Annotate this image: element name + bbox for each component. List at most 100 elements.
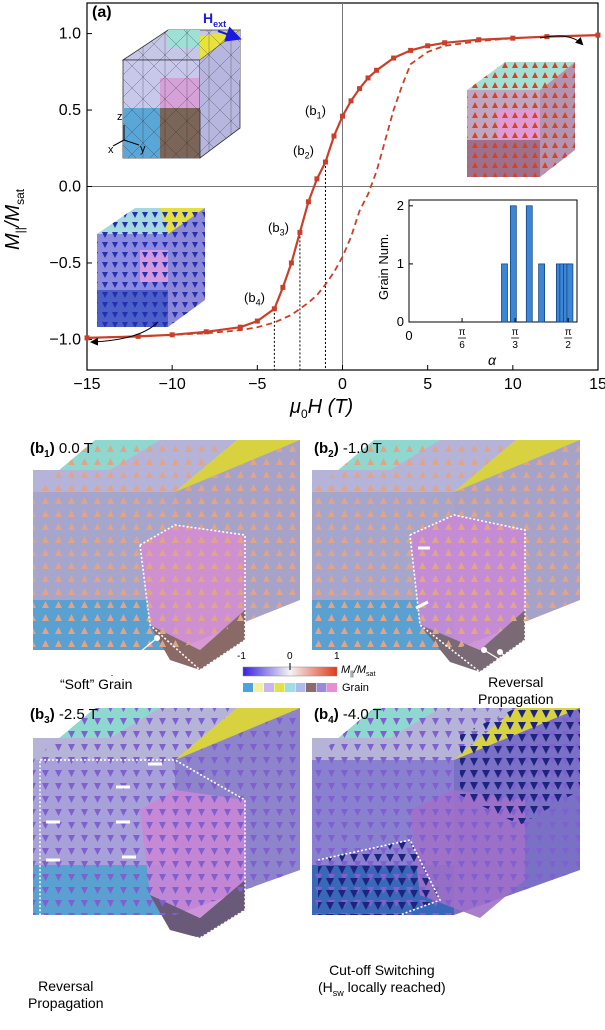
data-marker <box>476 37 482 43</box>
inset-x-tick-label: 0 <box>405 328 412 343</box>
grain-swatch <box>274 683 285 692</box>
colorbar-tick-mid: 0 <box>287 651 293 662</box>
y-tick-label: −0.5 <box>49 255 81 272</box>
y-axis-ticks: −1.0 −0.5 0.0 0.5 1.0 <box>49 26 92 348</box>
zero-lines <box>87 3 598 370</box>
colorbar-tick-max: 1 <box>334 651 340 662</box>
subpanel-b3-title: (b3) -2.5 T <box>30 706 98 726</box>
x-axis-ticks: −15 −10 −5 0 5 10 15 <box>73 365 605 393</box>
guide-lines <box>273 162 326 370</box>
data-marker <box>331 133 337 139</box>
inset-x-tick-num: π <box>565 327 572 338</box>
grain-swatch <box>306 683 316 692</box>
histogram-bars <box>501 205 574 323</box>
grain-swatch <box>243 683 253 692</box>
soft-grain-label: “Soft” Grain <box>60 676 133 692</box>
grain-histogram-inset: 0 1 2 0 π 6 π 3 π 2 <box>397 198 578 351</box>
grain-legend-label: Grain <box>342 682 369 694</box>
data-marker <box>271 306 277 312</box>
y-tick-label: 0.0 <box>59 179 81 196</box>
cube-b2 <box>312 440 580 673</box>
y-tick-label: −1.0 <box>49 331 81 348</box>
field-label: Hext <box>203 10 227 29</box>
histogram-bar <box>509 205 517 323</box>
colorbar-label: M||/Msat <box>341 664 376 679</box>
axis-x-label: x <box>108 144 114 156</box>
grain-swatch <box>316 683 327 692</box>
data-marker <box>340 113 345 119</box>
x-tick-label: 10 <box>504 376 522 393</box>
mesh-cube-illustration <box>112 26 242 159</box>
y-tick-label: 0.5 <box>59 102 81 119</box>
histogram-ticks: 0 1 2 0 π 6 π 3 π 2 <box>397 198 573 351</box>
grain-swatch <box>264 683 274 692</box>
grain-color-swatches <box>243 683 337 692</box>
cube-b1 <box>33 440 300 672</box>
grain-swatch <box>327 683 337 692</box>
x-axis-label: μ0H (T) <box>290 396 354 421</box>
arrow-to-top-cube <box>539 35 584 46</box>
data-marker <box>425 43 431 49</box>
magnetization-colorbar <box>242 663 338 677</box>
axis-z-label: z <box>117 111 123 123</box>
descending-branch-dashed <box>86 34 599 339</box>
axis-y-label: y <box>140 143 146 155</box>
reversal-propagation-label-b3: Reversal Propagation <box>28 978 104 1011</box>
curve-label-b3: (b3) <box>268 220 289 238</box>
panel-a-plot: −1.0−0.50.00.51.0 −15 −10 −5 0 5 10 15 <box>49 2 605 393</box>
data-marker <box>408 47 414 53</box>
cube-b4 <box>312 708 580 918</box>
y-axis-label: M||/Msat <box>2 188 27 250</box>
colorbar-tick-min: -1 <box>237 651 246 662</box>
reversal-propagation-label-b2: Reversal Propagation <box>478 674 554 707</box>
data-marker <box>510 35 516 41</box>
data-marker <box>391 55 397 61</box>
saturated-cube-illustration <box>467 62 575 177</box>
cutoff-switching-label: Cut-off Switching (Hsw locally reached) <box>318 962 446 998</box>
subpanel-b2-title: (b2) -1.0 T <box>314 440 382 460</box>
inset-x-tick-den: 2 <box>565 340 571 351</box>
annotation-leaders <box>37 635 525 976</box>
inset-x-label: α <box>488 352 496 368</box>
curve-label-b1: (b1) <box>305 103 326 121</box>
histogram-bar <box>538 263 545 323</box>
cube-b3 <box>33 708 300 939</box>
data-marker <box>322 159 328 165</box>
reversal-arrows <box>46 546 430 862</box>
inset-y-tick-label: 2 <box>397 198 404 213</box>
histogram-bar <box>501 263 508 323</box>
subpanel-b4-title: (b4) -4.0 T <box>314 706 382 726</box>
data-marker <box>357 86 363 92</box>
panel-a-label: (a) <box>92 4 112 21</box>
arrow-to-bottom-cube <box>90 321 159 346</box>
histogram-bar <box>525 205 533 323</box>
data-marker <box>348 98 354 104</box>
data-marker <box>297 229 303 235</box>
inset-x-tick-den: 3 <box>512 340 518 351</box>
y-tick-label: 1.0 <box>59 26 81 43</box>
inset-x-tick-num: π <box>459 327 466 338</box>
x-tick-label: 0 <box>338 376 347 393</box>
data-marker <box>305 199 311 205</box>
inset-y-label: Grain Num. <box>376 233 391 300</box>
grain-swatch <box>285 683 295 692</box>
inset-y-tick-label: 1 <box>397 256 404 271</box>
data-marker <box>254 318 260 324</box>
subpanel-b1-title: (b1) 0.0 T <box>30 440 93 460</box>
negative-saturated-cube-illustration <box>97 208 205 327</box>
data-marker <box>365 75 371 81</box>
histogram-bar <box>566 263 574 323</box>
grain-swatch <box>295 683 306 692</box>
x-tick-label: 15 <box>589 376 605 393</box>
data-marker <box>203 329 209 335</box>
data-marker <box>280 284 286 290</box>
x-tick-label: −10 <box>159 376 186 393</box>
data-marker <box>442 40 448 46</box>
x-tick-label: −5 <box>248 376 266 393</box>
inset-x-tick-den: 6 <box>459 340 465 351</box>
curve-label-b4: (b4) <box>244 290 265 308</box>
grain-swatch <box>253 683 264 692</box>
x-tick-label: −15 <box>73 376 100 393</box>
curve-label-b2: (b2) <box>293 143 314 161</box>
